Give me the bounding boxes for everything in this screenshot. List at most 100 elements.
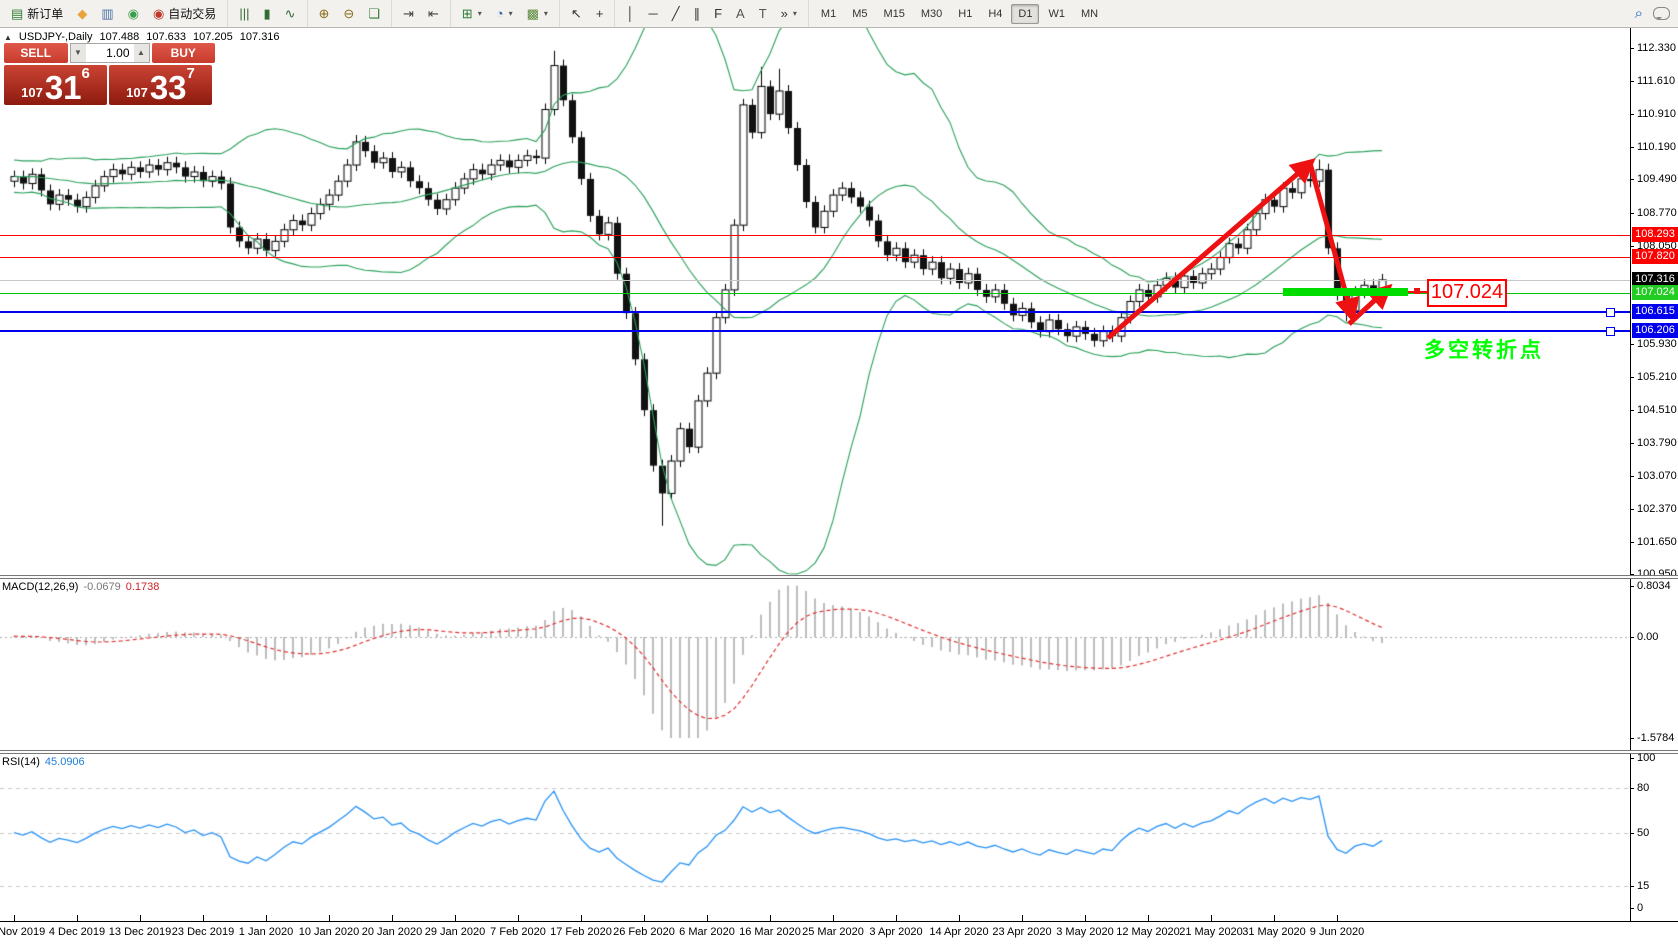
- trendline-button[interactable]: ╱: [666, 4, 686, 23]
- fibonacci-icon: F: [714, 6, 723, 21]
- vertical-line-button[interactable]: │: [620, 4, 640, 23]
- resistance-line-2[interactable]: [0, 257, 1630, 258]
- toolbox-icon[interactable]: ◆: [71, 4, 93, 23]
- date-tick: [14, 915, 15, 921]
- tile-windows-button[interactable]: ❏: [362, 4, 386, 23]
- zoom-out-button[interactable]: ⊖: [337, 4, 360, 23]
- candlestick-chart-canvas[interactable]: [0, 28, 1630, 575]
- price-tick: [1630, 246, 1634, 247]
- rsi-label: RSI(14) 45.0906: [2, 756, 85, 768]
- indicators-button[interactable]: ⊞ ▾: [456, 4, 488, 23]
- macd-axis-label: 0.8034: [1637, 579, 1671, 592]
- candlestick-chart-button[interactable]: ▮: [257, 4, 276, 23]
- line-chart-button[interactable]: ∿: [279, 4, 302, 23]
- date-tick: [1337, 915, 1338, 921]
- signals-icon[interactable]: ◉: [122, 4, 145, 23]
- charts-window-icon-icon: ▥: [101, 6, 114, 21]
- date-label: 1 Jan 2020: [238, 926, 294, 938]
- sell-button[interactable]: SELL: [4, 43, 68, 63]
- rsi-value: 45.0906: [44, 756, 85, 768]
- date-tick: [455, 915, 456, 921]
- price-tick: [1630, 114, 1634, 115]
- date-tick: [833, 915, 834, 921]
- timeframe-mn-button[interactable]: MN: [1080, 7, 1099, 20]
- zoom-in-button[interactable]: ⊕: [313, 4, 336, 23]
- date-label: 29 Jan 2020: [424, 926, 486, 938]
- crosshair-button[interactable]: +: [590, 4, 610, 23]
- toolbar-right-icons: ⌕: [1635, 5, 1678, 22]
- text-button[interactable]: A: [730, 4, 751, 23]
- price-tick-label: 101.650: [1637, 536, 1677, 548]
- price-tick: [1630, 410, 1634, 411]
- support-line-blue-2-handle[interactable]: [1606, 327, 1615, 336]
- date-tick: [896, 915, 897, 921]
- chart-shift-button[interactable]: ⇤: [422, 4, 445, 23]
- turning-point-note[interactable]: 多空转折点: [1424, 339, 1544, 362]
- macd-indicator-canvas[interactable]: [0, 579, 1630, 749]
- support-zone-bar[interactable]: [1283, 288, 1408, 296]
- date-label: 10 Jan 2020: [298, 926, 360, 938]
- arrows-button[interactable]: » ▾: [775, 4, 803, 23]
- autotrading-button[interactable]: ◉ 自动交易: [147, 2, 222, 25]
- text-label-button[interactable]: T: [753, 4, 773, 23]
- price-tick-label: 110.910: [1637, 108, 1676, 120]
- price-chart-panel: [0, 28, 1678, 575]
- resistance-line-1[interactable]: [0, 235, 1630, 236]
- cursor-button[interactable]: ↖: [565, 4, 588, 23]
- current-price-line[interactable]: [0, 280, 1630, 281]
- bar-chart-button[interactable]: |||: [233, 4, 255, 23]
- price-tick-label: 103.070: [1637, 470, 1677, 482]
- timeframe-m1-button[interactable]: M1: [820, 7, 837, 20]
- macd-panel-splitter[interactable]: [0, 575, 1678, 579]
- support-line-green[interactable]: [0, 293, 1630, 294]
- date-label: 4 Dec 2019: [48, 926, 106, 938]
- volume-input[interactable]: [85, 44, 134, 62]
- price-callout-box[interactable]: 107.024: [1427, 279, 1507, 307]
- auto-scroll-button[interactable]: ⇥: [397, 4, 420, 23]
- date-tick: [581, 915, 582, 921]
- buy-price-button[interactable]: 107 33 7: [109, 65, 212, 105]
- timeframe-h4-button[interactable]: H4: [988, 7, 1003, 20]
- search-icon[interactable]: ⌕: [1634, 5, 1643, 22]
- timeframe-m30-button[interactable]: M30: [920, 7, 943, 20]
- equidistant-channel-icon: ∥: [693, 6, 701, 21]
- line-chart-icon: ∿: [284, 6, 296, 21]
- volume-up-button[interactable]: ▲: [133, 44, 149, 62]
- support-line-blue-1-handle[interactable]: [1606, 308, 1615, 317]
- date-label: 6 Mar 2020: [679, 926, 735, 938]
- autotrading-button-label: 自动交易: [168, 7, 217, 21]
- sell-price-button[interactable]: 107 31 6: [4, 65, 107, 105]
- timeframe-m5-button[interactable]: M5: [852, 7, 868, 20]
- support-line-blue-2[interactable]: [0, 330, 1630, 332]
- price-tick: [1630, 344, 1634, 345]
- date-label: 25 Mar 2020: [802, 926, 864, 938]
- timeframe-d1-button[interactable]: D1: [1011, 3, 1040, 24]
- date-label: 13 Dec 2019: [108, 926, 172, 938]
- tile-windows-icon: ❏: [368, 6, 380, 21]
- timeframe-w1-button[interactable]: W1: [1048, 7, 1065, 20]
- chat-icon[interactable]: [1653, 7, 1670, 20]
- charts-window-icon[interactable]: ▥: [95, 4, 119, 23]
- candlestick-chart-icon: ▮: [263, 6, 271, 21]
- price-tick: [1630, 574, 1634, 575]
- macd-signal-value: 0.1738: [125, 581, 160, 593]
- price-tick: [1630, 377, 1634, 378]
- rsi-panel-splitter[interactable]: [0, 750, 1678, 754]
- buy-button[interactable]: BUY: [151, 43, 215, 63]
- timeframe-h1-button[interactable]: H1: [958, 7, 973, 20]
- price-badge-108.293: 108.293: [1632, 227, 1678, 242]
- templates-button[interactable]: ▩ ▾: [521, 4, 554, 23]
- periods-button[interactable]: ◔ ▾: [490, 4, 519, 23]
- dropdown-caret-icon: ▾: [477, 9, 482, 18]
- fibonacci-button[interactable]: F: [708, 4, 728, 23]
- timeframe-m15-button[interactable]: M15: [883, 7, 905, 20]
- horizontal-line-button[interactable]: ─: [643, 4, 664, 23]
- support-line-blue-1[interactable]: [0, 311, 1630, 313]
- equidistant-channel-button[interactable]: ∥: [688, 4, 707, 23]
- rsi-indicator-canvas[interactable]: [0, 754, 1630, 920]
- volume-down-button[interactable]: ▼: [70, 44, 86, 62]
- rsi-axis-label: 15: [1637, 879, 1650, 892]
- rsi-axis-tick: [1630, 885, 1634, 887]
- new-order-button[interactable]: ▤ 新订单: [5, 2, 69, 25]
